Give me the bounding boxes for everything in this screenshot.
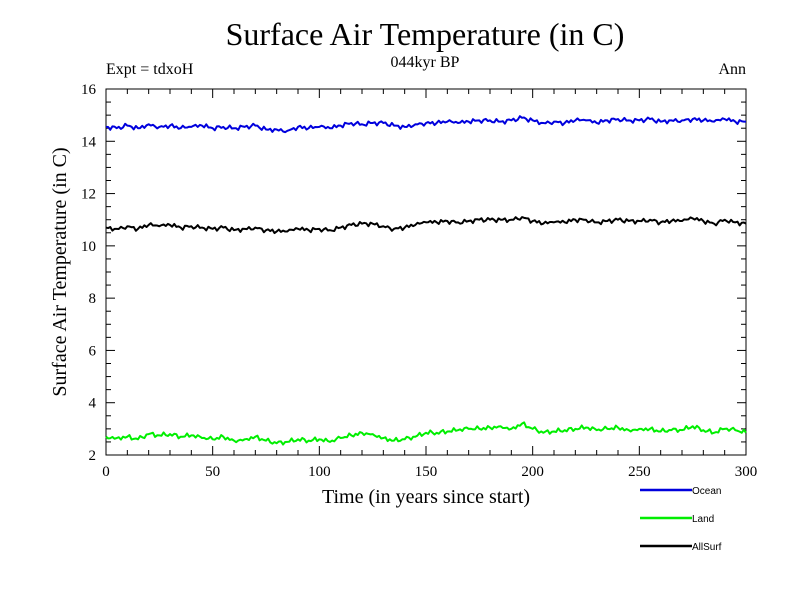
x-tick-label: 250 [628,464,651,480]
x-tick-label: 200 [521,464,544,480]
plot-frame [105,88,747,456]
series-line-allsurf [105,216,747,235]
legend-label-ocean: Ocean [692,486,721,497]
x-tick-label: 150 [415,464,438,480]
y-tick-label: 2 [89,448,97,464]
x-axis-title: Time (in years since start) [322,486,530,508]
series-lines [105,115,747,446]
chart-title: Surface Air Temperature (in C) [225,16,625,52]
y-tick-label: 16 [81,82,97,98]
legend-label-allsurf: AllSurf [692,542,722,553]
x-tick-label: 0 [102,464,110,480]
x-tick-label: 300 [735,464,758,480]
y-tick-label: 6 [89,343,97,359]
y-tick-label: 14 [81,134,97,150]
series-line-ocean [105,115,747,134]
y-axis-title: Surface Air Temperature (in C) [49,147,71,396]
experiment-label: Expt = tdxoH [106,61,194,78]
series-line-land [105,421,747,446]
legend-label-land: Land [692,514,714,525]
chart-subtitle: 044kyr BP [390,54,460,71]
y-tick-label: 10 [81,239,96,255]
y-tick-label: 8 [89,291,97,307]
y-tick-label: 12 [81,187,96,203]
legend: Ocean Land AllSurf [640,486,722,553]
axes: 0 50 100 150 200 250 300 2 4 6 8 10 12 14 16 Time (in y… [49,82,757,508]
x-tick-label: 100 [308,464,331,480]
x-tick-label: 50 [205,464,220,480]
y-tick-label: 4 [89,396,97,412]
season-label: Ann [718,61,746,78]
